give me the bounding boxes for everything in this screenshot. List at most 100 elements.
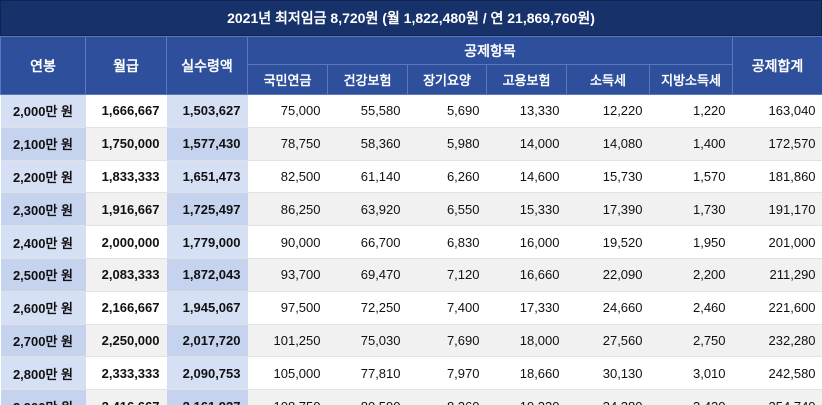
header-long-term-care: 장기요양: [407, 64, 487, 95]
cell-long-term-care: 7,120: [407, 258, 487, 292]
cell-deduction-total: 254,740: [732, 389, 822, 405]
cell-income-tax: 12,220: [566, 94, 650, 128]
cell-annual-salary: 2,100만 원: [0, 127, 86, 161]
cell-net-pay: 1,577,430: [166, 127, 248, 161]
cell-monthly-salary: 2,416,667: [85, 389, 167, 405]
cell-long-term-care: 5,980: [407, 127, 487, 161]
table-header: 연봉 월급 실수령액 공제항목 공제합계 국민연금 건강보험 장기요양 고용보험…: [0, 36, 822, 95]
cell-health-insurance: 55,580: [327, 94, 408, 128]
cell-employment-insurance: 18,000: [486, 324, 567, 358]
cell-annual-salary: 2,900만 원: [0, 389, 86, 405]
table-row: 2,100만 원 1,750,000 1,577,430 78,750 58,360 5,…: [0, 127, 822, 161]
table-row: 2,800만 원 2,333,333 2,090,753 105,000 77,810 7…: [0, 356, 822, 391]
cell-national-pension: 108,750: [247, 389, 328, 405]
cell-income-tax: 34,380: [566, 389, 650, 405]
cell-deduction-total: 163,040: [732, 94, 822, 128]
cell-net-pay: 1,945,067: [166, 291, 248, 325]
cell-national-pension: 82,500: [247, 160, 328, 194]
cell-national-pension: 86,250: [247, 192, 328, 227]
salary-table: 연봉 월급 실수령액 공제항목 공제합계 국민연금 건강보험 장기요양 고용보험…: [0, 36, 822, 405]
cell-net-pay: 1,779,000: [166, 225, 248, 259]
cell-health-insurance: 58,360: [327, 127, 408, 161]
header-row-sub: 국민연금 건강보험 장기요양 고용보험 소득세 지방소득세: [1, 64, 822, 95]
cell-local-income-tax: 1,220: [649, 94, 733, 128]
table-row: 2,400만 원 2,000,000 1,779,000 90,000 66,700 6,…: [0, 225, 822, 259]
header-income-tax: 소득세: [566, 64, 650, 95]
cell-health-insurance: 75,030: [327, 324, 408, 358]
cell-monthly-salary: 2,166,667: [85, 291, 167, 325]
cell-deduction-total: 172,570: [732, 127, 822, 161]
cell-health-insurance: 63,920: [327, 192, 408, 227]
cell-annual-salary: 2,800만 원: [0, 356, 86, 391]
cell-local-income-tax: 1,950: [649, 225, 733, 259]
cell-annual-salary: 2,300만 원: [0, 192, 86, 227]
header-local-income-tax: 지방소득세: [648, 64, 734, 95]
cell-local-income-tax: 1,400: [649, 127, 733, 161]
cell-health-insurance: 61,140: [327, 160, 408, 194]
cell-national-pension: 97,500: [247, 291, 328, 325]
cell-net-pay: 1,503,627: [166, 94, 248, 128]
cell-long-term-care: 6,550: [407, 192, 487, 227]
cell-local-income-tax: 1,730: [649, 192, 733, 227]
cell-employment-insurance: 13,330: [486, 94, 567, 128]
header-total: 공제합계: [732, 36, 822, 95]
cell-deduction-total: 181,860: [732, 160, 822, 194]
table-row: 2,600만 원 2,166,667 1,945,067 97,500 72,250 7,…: [0, 291, 822, 325]
table-title: 2021년 최저임금 8,720원 (월 1,822,480원 / 연 21,8…: [0, 0, 822, 36]
cell-monthly-salary: 1,750,000: [85, 127, 167, 161]
cell-local-income-tax: 2,460: [649, 291, 733, 325]
cell-local-income-tax: 3,430: [649, 389, 733, 405]
header-net: 실수령액: [166, 36, 248, 95]
cell-local-income-tax: 3,010: [649, 356, 733, 391]
cell-monthly-salary: 2,333,333: [85, 356, 167, 391]
header-national-pension: 국민연금: [247, 64, 328, 95]
cell-deduction-total: 191,170: [732, 192, 822, 227]
cell-long-term-care: 7,690: [407, 324, 487, 358]
cell-health-insurance: 72,250: [327, 291, 408, 325]
cell-annual-salary: 2,600만 원: [0, 291, 86, 325]
cell-long-term-care: 7,970: [407, 356, 487, 391]
cell-long-term-care: 7,400: [407, 291, 487, 325]
cell-income-tax: 30,130: [566, 356, 650, 391]
cell-national-pension: 75,000: [247, 94, 328, 128]
cell-national-pension: 78,750: [247, 127, 328, 161]
cell-annual-salary: 2,000만 원: [0, 94, 86, 128]
cell-net-pay: 2,090,753: [166, 356, 248, 391]
cell-annual-salary: 2,200만 원: [0, 160, 86, 194]
cell-national-pension: 101,250: [247, 324, 328, 358]
cell-net-pay: 2,017,720: [166, 324, 248, 358]
cell-income-tax: 22,090: [566, 258, 650, 292]
cell-deduction-total: 201,000: [732, 225, 822, 259]
table-row: 2,000만 원 1,666,667 1,503,627 75,000 55,580 5,…: [0, 94, 822, 128]
cell-national-pension: 90,000: [247, 225, 328, 259]
cell-monthly-salary: 2,000,000: [85, 225, 167, 259]
cell-local-income-tax: 2,200: [649, 258, 733, 292]
cell-monthly-salary: 2,250,000: [85, 324, 167, 358]
header-row-top: 연봉 월급 실수령액 공제항목 공제합계: [0, 36, 822, 95]
cell-employment-insurance: 19,330: [486, 389, 567, 405]
cell-net-pay: 1,872,043: [166, 258, 248, 292]
table-row: 2,200만 원 1,833,333 1,651,473 82,500 61,140 6,…: [0, 160, 822, 194]
cell-employment-insurance: 17,330: [486, 291, 567, 325]
cell-deduction-total: 211,290: [732, 258, 822, 292]
cell-employment-insurance: 14,600: [486, 160, 567, 194]
cell-monthly-salary: 2,083,333: [85, 258, 167, 292]
cell-employment-insurance: 16,660: [486, 258, 567, 292]
cell-net-pay: 1,725,497: [166, 192, 248, 227]
cell-national-pension: 105,000: [247, 356, 328, 391]
cell-national-pension: 93,700: [247, 258, 328, 292]
cell-income-tax: 14,080: [566, 127, 650, 161]
cell-income-tax: 24,660: [566, 291, 650, 325]
table-row: 2,500만 원 2,083,333 1,872,043 93,700 69,470 7,…: [0, 258, 822, 292]
header-employment-insurance: 고용보험: [486, 64, 567, 95]
cell-deduction-total: 221,600: [732, 291, 822, 325]
cell-monthly-salary: 1,833,333: [85, 160, 167, 194]
cell-deduction-total: 242,580: [732, 356, 822, 391]
header-health-insurance: 건강보험: [327, 64, 408, 95]
cell-local-income-tax: 2,750: [649, 324, 733, 358]
cell-income-tax: 19,520: [566, 225, 650, 259]
cell-health-insurance: 80,590: [327, 389, 408, 405]
header-monthly: 월급: [85, 36, 167, 95]
cell-income-tax: 15,730: [566, 160, 650, 194]
